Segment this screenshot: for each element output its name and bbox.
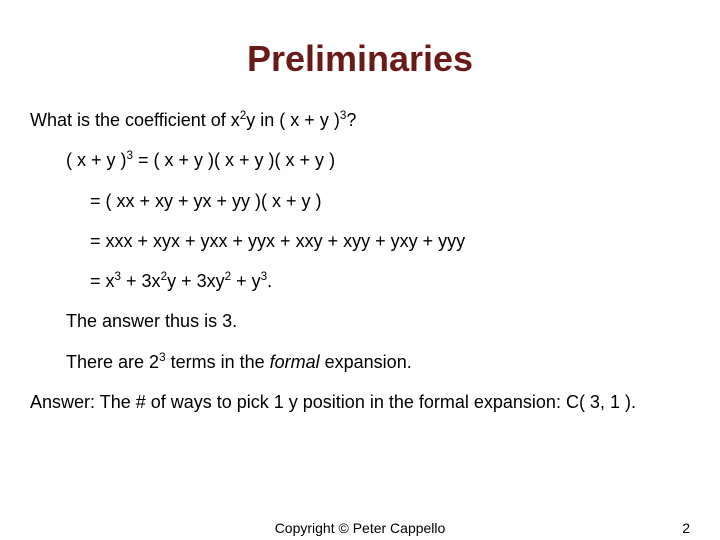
footer-copyright: Copyright © Peter Cappello bbox=[275, 520, 446, 536]
body-line: What is the coefficient of x2y in ( x + … bbox=[30, 108, 690, 132]
body-line: = ( xx + xy + yx + yy )( x + y ) bbox=[90, 189, 690, 213]
body-line: ( x + y )3 = ( x + y )( x + y )( x + y ) bbox=[66, 148, 690, 172]
body-line: = x3 + 3x2y + 3xy2 + y3. bbox=[90, 269, 690, 293]
slide-title: Preliminaries bbox=[30, 38, 690, 80]
body-line: Answer: The # of ways to pick 1 y positi… bbox=[30, 390, 690, 414]
body-line: = xxx + xyx + yxx + yyx + xxy + xyy + yx… bbox=[90, 229, 690, 253]
body-line: There are 23 terms in the formal expansi… bbox=[66, 350, 690, 374]
slide-body: What is the coefficient of x2y in ( x + … bbox=[30, 108, 690, 414]
body-line: The answer thus is 3. bbox=[66, 309, 690, 333]
slide: Preliminaries What is the coefficient of… bbox=[0, 0, 720, 540]
footer-page-number: 2 bbox=[682, 520, 690, 536]
